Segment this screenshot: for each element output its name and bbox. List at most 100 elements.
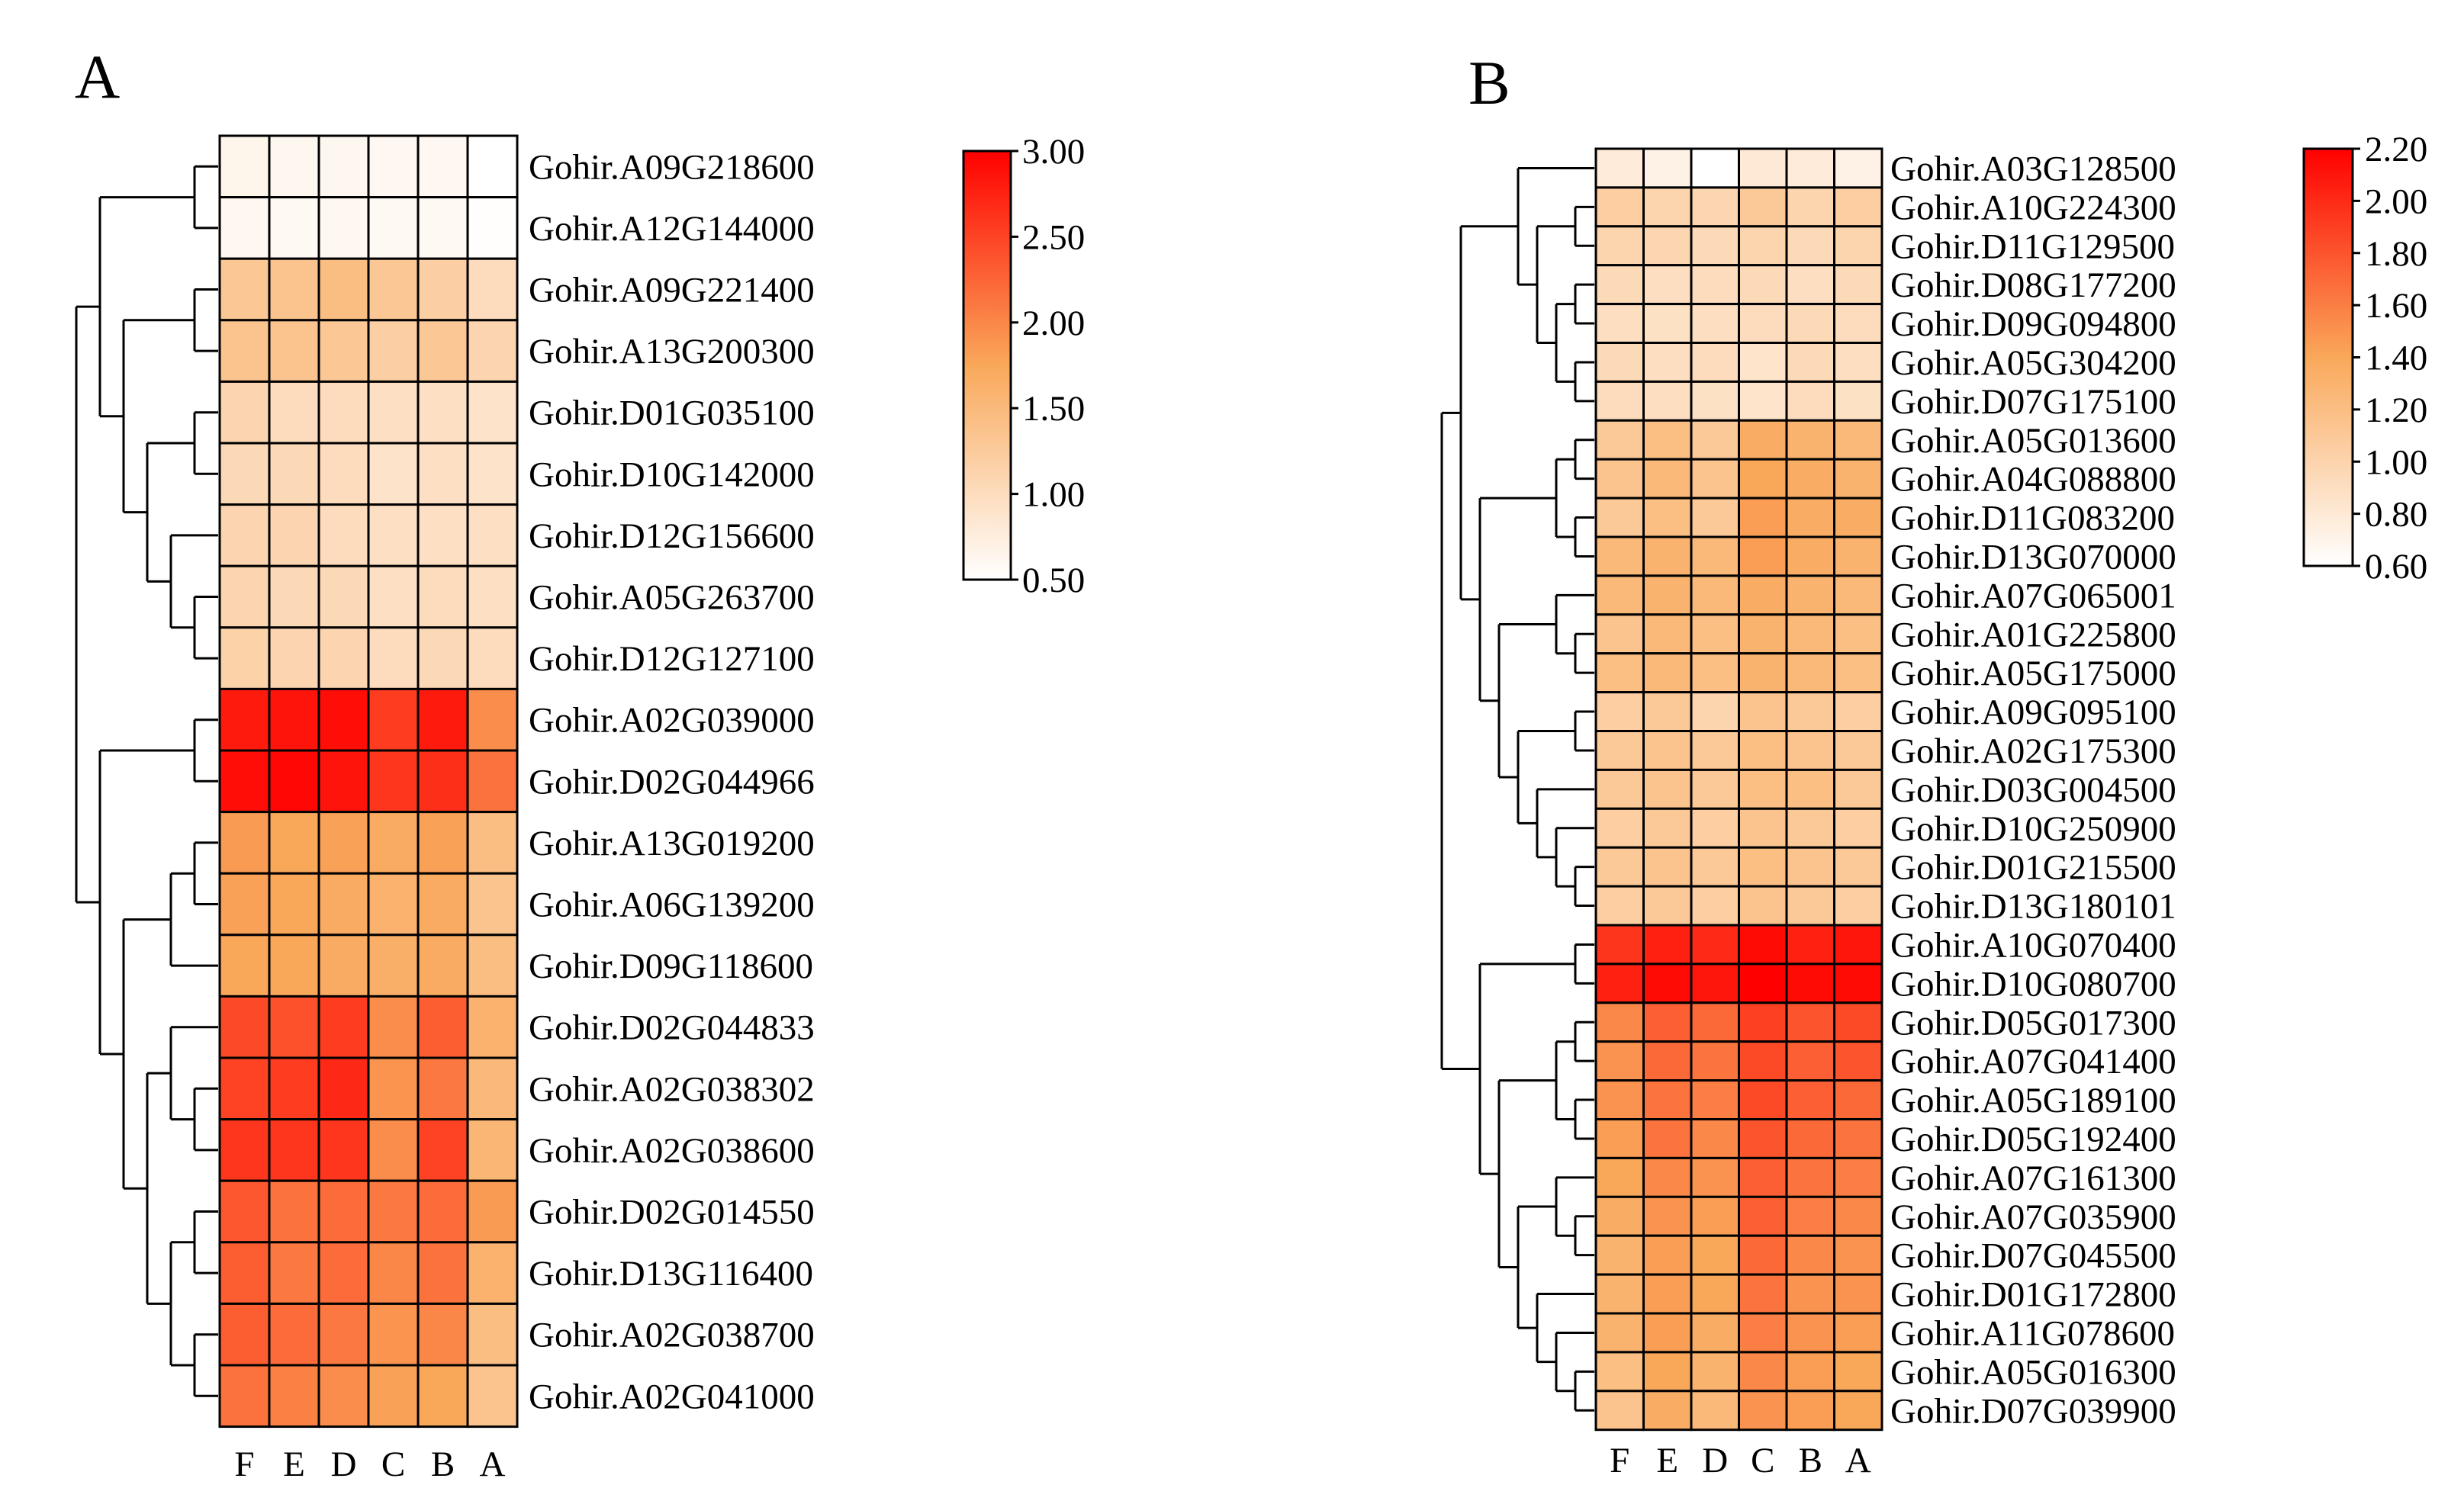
heatmap-cell (1594, 225, 1645, 267)
gene-label: Gohir.A04G088800 (1890, 460, 2176, 500)
heatmap-cell (1785, 1118, 1835, 1159)
heatmap-cell (1785, 1079, 1835, 1120)
heatmap-cell (1738, 535, 1788, 577)
heatmap-cell (1738, 342, 1788, 383)
gene-label: Gohir.D03G004500 (1890, 770, 2176, 810)
heatmap-cell (1785, 1001, 1835, 1043)
heatmap-cell (1738, 264, 1788, 306)
heatmap-cell (268, 1364, 320, 1429)
heatmap-cell (317, 872, 370, 937)
heatmap-cell (367, 1056, 420, 1121)
heatmap-cell (367, 1118, 420, 1182)
heatmap-cell (1738, 807, 1788, 849)
heatmap-cell (417, 380, 469, 445)
heatmap-cell (367, 687, 420, 752)
colorbar-tick-label: 0.60 (2365, 547, 2427, 587)
heatmap-cell (1785, 225, 1835, 267)
heatmap-cell (1738, 691, 1788, 732)
heatmap-cell (466, 1241, 519, 1305)
heatmap-cell (218, 564, 271, 629)
heatmap-cell (1833, 380, 1883, 422)
heatmap-cell (1690, 807, 1740, 849)
heatmap-cell (1738, 963, 1788, 1004)
gene-label: Gohir.D07G045500 (1890, 1236, 2176, 1276)
heatmap-cell (1642, 419, 1693, 461)
heatmap-cell (268, 503, 320, 567)
heatmap-cell (466, 1179, 519, 1244)
gene-label: Gohir.D05G017300 (1890, 1003, 2176, 1043)
gene-label: Gohir.D08G177200 (1890, 265, 2176, 305)
gene-label: Gohir.D01G035100 (529, 394, 815, 433)
heatmap-cell (1642, 1390, 1693, 1432)
heatmap-cell (1833, 342, 1883, 383)
gene-label: Gohir.D13G116400 (529, 1254, 813, 1294)
colorbar-gradient (2302, 147, 2354, 567)
heatmap-cell (1833, 1195, 1883, 1237)
heatmap-cell (1738, 303, 1788, 345)
heatmap-cell (1785, 497, 1835, 538)
colorbar-tick-label: 2.50 (1022, 217, 1085, 257)
heatmap-cell (1642, 1312, 1693, 1354)
heatmap-cell (367, 1241, 420, 1305)
heatmap-cell (218, 934, 271, 998)
heatmap-cell (466, 564, 519, 629)
colorbar-tick-label: 1.40 (2365, 339, 2427, 378)
heatmap-cell (1594, 1156, 1645, 1198)
heatmap-cell (1594, 768, 1645, 810)
heatmap-cell (1642, 380, 1693, 422)
heatmap-cell (268, 811, 320, 875)
heatmap-cell (1690, 1234, 1740, 1276)
heatmap-cell (218, 503, 271, 567)
heatmap-cell (1785, 1234, 1835, 1276)
gene-label: Gohir.A05G263700 (529, 578, 815, 618)
heatmap-cell (317, 503, 370, 567)
gene-label: Gohir.A05G175000 (1890, 654, 2176, 693)
heatmap-cell (1690, 186, 1740, 228)
gene-label: Gohir.A02G038700 (529, 1316, 815, 1355)
heatmap-cell (1785, 264, 1835, 306)
heatmap-cell (1785, 885, 1835, 927)
heatmap-cell (1833, 1001, 1883, 1043)
heatmap-cell (1690, 535, 1740, 577)
panel-a-row-labels: Gohir.A09G218600 Gohir.A12G144000 Gohir.A0… (529, 147, 815, 1416)
heatmap-cell (1690, 1312, 1740, 1354)
heatmap-cell (466, 872, 519, 937)
heatmap-cell (466, 503, 519, 567)
heatmap-cell (417, 872, 469, 937)
colorbar-tick-label: 0.80 (2365, 495, 2427, 535)
heatmap-cell (417, 934, 469, 998)
gene-label: Gohir.D09G118600 (529, 946, 813, 986)
heatmap-cell (367, 196, 420, 260)
heatmap-cell (367, 1364, 420, 1429)
heatmap-cell (218, 257, 271, 322)
heatmap-cell (1642, 342, 1693, 383)
colorbar-tick-label: 3.00 (1022, 132, 1085, 172)
heatmap-cell (1594, 1079, 1645, 1120)
heatmap-cell (417, 1056, 469, 1121)
heatmap-cell (317, 1118, 370, 1182)
heatmap-cell (466, 934, 519, 998)
colorbar-tick-label: 1.60 (2365, 286, 2427, 326)
heatmap-cell (1642, 1079, 1693, 1120)
heatmap-cell (1642, 885, 1693, 927)
gene-label: Gohir.D13G180101 (1890, 887, 2176, 927)
gene-label: Gohir.A05G189100 (1890, 1081, 2176, 1120)
heatmap-cell (1690, 225, 1740, 267)
heatmap-cell (1738, 380, 1788, 422)
heatmap-cell (268, 995, 320, 1059)
panel-b-row-labels: Gohir.A03G128500Gohir.A10G224300Gohir.D1… (1890, 149, 2176, 1431)
heatmap-cell (367, 811, 420, 875)
heatmap-cell (1594, 924, 1645, 966)
column-label: F (1610, 1441, 1629, 1480)
heatmap-cell (1738, 1195, 1788, 1237)
heatmap-cell (1785, 1156, 1835, 1198)
gene-label: Gohir.A06G139200 (529, 885, 815, 925)
heatmap-cell (1738, 186, 1788, 228)
gene-label: Gohir.A09G218600 (529, 147, 815, 187)
heatmap-cell (1690, 768, 1740, 810)
heatmap-cell (1594, 613, 1645, 655)
heatmap-cell (218, 1302, 271, 1367)
heatmap-cell (218, 1364, 271, 1429)
heatmap-cell (1642, 963, 1693, 1004)
gene-label: Gohir.A13G019200 (529, 824, 815, 863)
